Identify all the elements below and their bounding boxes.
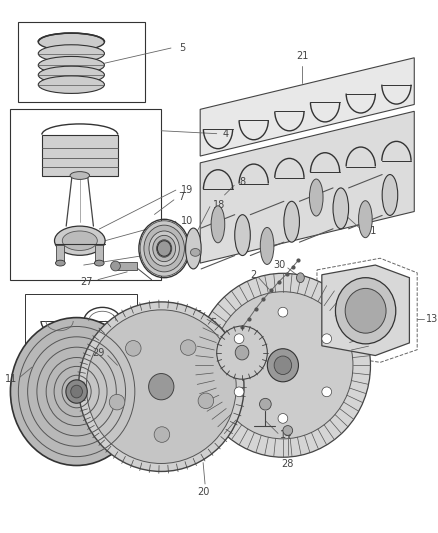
Ellipse shape (70, 172, 89, 180)
Text: 27: 27 (81, 277, 93, 287)
Ellipse shape (54, 226, 105, 255)
Ellipse shape (235, 215, 250, 255)
Ellipse shape (149, 231, 179, 266)
Circle shape (322, 387, 332, 397)
Ellipse shape (38, 45, 104, 62)
Polygon shape (200, 111, 414, 263)
Ellipse shape (297, 273, 304, 282)
Ellipse shape (345, 288, 386, 333)
Text: 18: 18 (213, 200, 225, 209)
Bar (11, 109, 161, 280)
Text: 5: 5 (179, 43, 185, 53)
Ellipse shape (217, 326, 267, 379)
Ellipse shape (267, 349, 298, 382)
Text: 9: 9 (181, 245, 187, 255)
Ellipse shape (333, 188, 349, 229)
Ellipse shape (71, 385, 82, 398)
Bar (117, 262, 137, 270)
Ellipse shape (11, 318, 143, 465)
Bar (95, 245, 103, 262)
Text: 30: 30 (274, 260, 286, 270)
Circle shape (111, 261, 120, 271)
Text: 19: 19 (181, 185, 193, 195)
Ellipse shape (95, 260, 104, 266)
Circle shape (154, 427, 170, 442)
Ellipse shape (359, 201, 372, 238)
Ellipse shape (157, 241, 171, 256)
Ellipse shape (153, 236, 176, 262)
Text: 1: 1 (181, 318, 187, 328)
Ellipse shape (186, 228, 201, 269)
Text: 10: 10 (181, 216, 193, 226)
Circle shape (283, 426, 293, 435)
Ellipse shape (211, 206, 225, 243)
Ellipse shape (78, 302, 244, 472)
Text: 8: 8 (239, 177, 245, 187)
Text: 13: 13 (426, 313, 438, 324)
Ellipse shape (38, 56, 104, 74)
Ellipse shape (260, 228, 274, 264)
Ellipse shape (157, 240, 172, 257)
Ellipse shape (195, 273, 371, 457)
Circle shape (234, 334, 244, 344)
Circle shape (322, 334, 332, 344)
Ellipse shape (191, 248, 200, 256)
Ellipse shape (62, 231, 97, 251)
Ellipse shape (38, 76, 104, 93)
Circle shape (260, 398, 271, 410)
Ellipse shape (86, 310, 236, 464)
Ellipse shape (56, 260, 65, 266)
Bar (57, 245, 64, 262)
Ellipse shape (140, 221, 188, 276)
Text: 14: 14 (280, 430, 292, 440)
Polygon shape (322, 265, 410, 356)
Ellipse shape (213, 292, 353, 439)
Circle shape (278, 414, 288, 423)
Text: 20: 20 (197, 487, 209, 497)
Bar (42, 135, 118, 175)
Text: 29: 29 (92, 348, 105, 358)
Ellipse shape (144, 225, 184, 272)
Text: 28: 28 (282, 459, 294, 469)
Bar (18, 22, 145, 102)
Ellipse shape (309, 179, 323, 216)
Polygon shape (200, 58, 414, 156)
Circle shape (125, 341, 141, 356)
Ellipse shape (336, 278, 396, 344)
Text: 16: 16 (191, 310, 204, 320)
Text: 7: 7 (178, 192, 184, 202)
Ellipse shape (284, 201, 300, 242)
Text: 21: 21 (365, 226, 377, 236)
Ellipse shape (274, 356, 292, 375)
Circle shape (180, 340, 196, 356)
Text: 3: 3 (291, 312, 297, 321)
Circle shape (109, 394, 125, 410)
Text: 11: 11 (5, 374, 17, 384)
Circle shape (198, 393, 214, 409)
Ellipse shape (148, 374, 174, 400)
Text: 12: 12 (322, 390, 335, 399)
Text: 21: 21 (296, 51, 308, 61)
Ellipse shape (382, 174, 398, 215)
Ellipse shape (235, 345, 249, 360)
Ellipse shape (66, 380, 87, 403)
Ellipse shape (38, 66, 104, 84)
Ellipse shape (38, 33, 104, 51)
Circle shape (278, 307, 288, 317)
Text: 4: 4 (223, 128, 229, 139)
Text: 2: 2 (251, 270, 257, 280)
Text: 6: 6 (211, 318, 217, 328)
Bar (25, 294, 137, 348)
Circle shape (234, 387, 244, 397)
